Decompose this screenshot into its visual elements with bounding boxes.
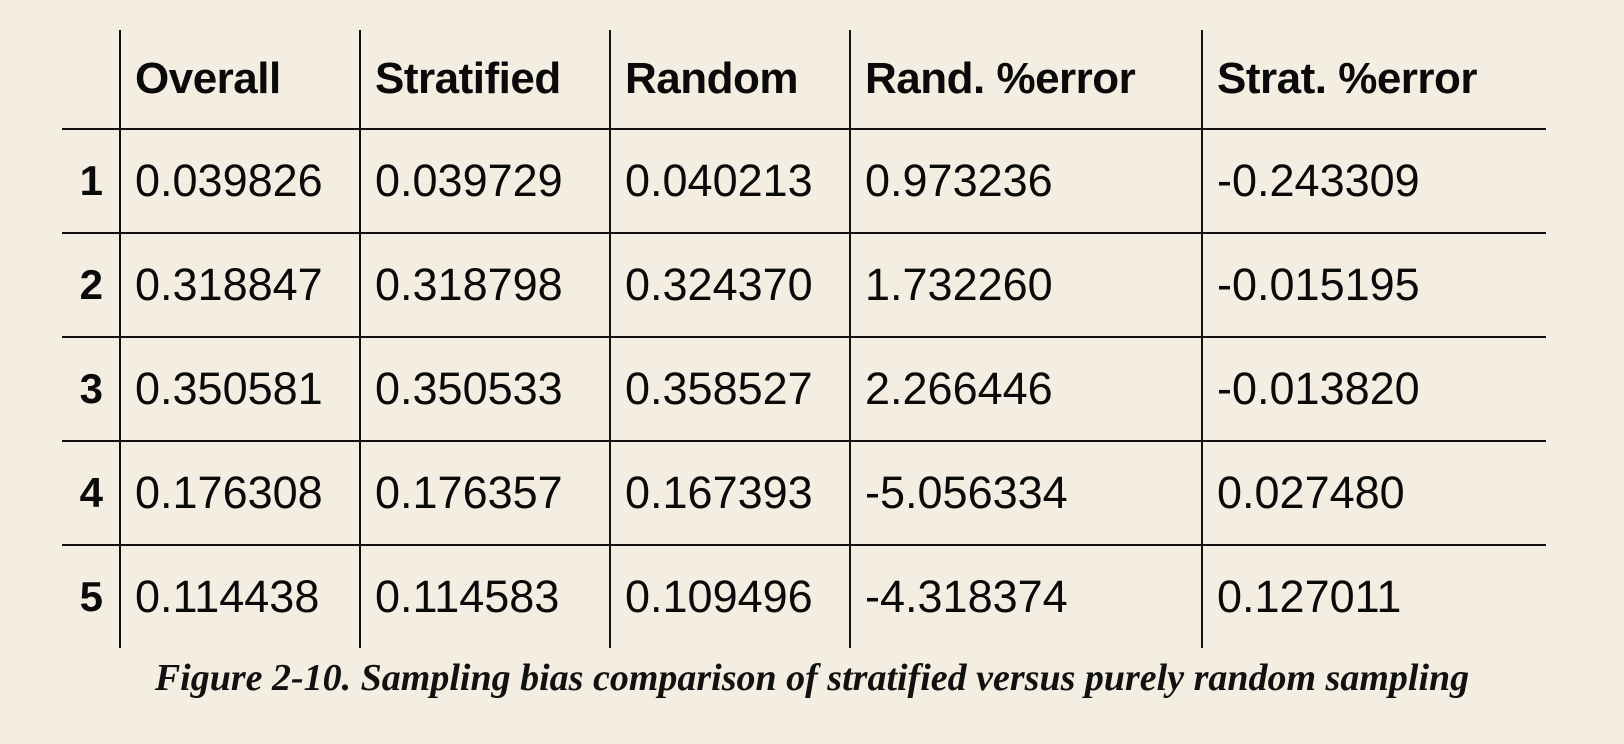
cell-overall: 0.318847	[120, 233, 361, 338]
row-index: 2	[62, 233, 121, 338]
cell-stratified: 0.350533	[360, 337, 611, 442]
cell-rand-error: 0.973236	[850, 129, 1203, 234]
cell-random: 0.324370	[610, 233, 851, 338]
cell-rand-error: -4.318374	[850, 545, 1203, 648]
header-rand-error: Rand. %error	[850, 30, 1203, 130]
cell-stratified: 0.114583	[360, 545, 611, 648]
row-index: 3	[62, 337, 121, 442]
header-overall: Overall	[120, 30, 361, 130]
table-row: 5 0.114438 0.114583 0.109496 -4.318374 0…	[62, 545, 1546, 648]
header-strat-error: Strat. %error	[1202, 30, 1546, 130]
table-row: 4 0.176308 0.176357 0.167393 -5.056334 0…	[62, 441, 1546, 546]
row-index: 1	[62, 129, 121, 234]
cell-overall: 0.350581	[120, 337, 361, 442]
header-random: Random	[610, 30, 851, 130]
cell-overall: 0.114438	[120, 545, 361, 648]
cell-stratified: 0.318798	[360, 233, 611, 338]
cell-random: 0.040213	[610, 129, 851, 234]
header-stratified: Stratified	[360, 30, 611, 130]
cell-random: 0.109496	[610, 545, 851, 648]
cell-strat-error: 0.127011	[1217, 571, 1402, 622]
cell-overall: 0.039826	[120, 129, 361, 234]
sampling-bias-table: Overall Stratified Random Rand. %error S…	[62, 30, 1546, 648]
cell-rand-error: 1.732260	[850, 233, 1203, 338]
table-row: 1 0.039826 0.039729 0.040213 0.973236 -0…	[62, 129, 1546, 234]
cell-random: 0.358527	[610, 337, 851, 442]
table-row: 3 0.350581 0.350533 0.358527 2.266446 -0…	[62, 337, 1546, 442]
cell-stratified: 0.039729	[360, 129, 611, 234]
cell-stratified: 0.176357	[360, 441, 611, 546]
header-index-cell	[62, 30, 121, 130]
cell-rand-error: 2.266446	[850, 337, 1203, 442]
cell-strat-error: -0.015195	[1202, 233, 1546, 338]
cell-overall: 0.176308	[120, 441, 361, 546]
row-index: 5	[62, 545, 121, 648]
figure-caption: Figure 2-10. Sampling bias comparison of…	[154, 657, 1470, 699]
table-row: 2 0.318847 0.318798 0.324370 1.732260 -0…	[62, 233, 1546, 338]
cell-rand-error: -5.056334	[850, 441, 1203, 546]
cell-random: 0.167393	[610, 441, 851, 546]
table-header-row: Overall Stratified Random Rand. %error S…	[62, 30, 1546, 130]
cell-strat-error: -0.243309	[1202, 129, 1546, 234]
row-index: 4	[62, 441, 121, 546]
cell-strat-error: 0.027480	[1202, 441, 1546, 546]
cell-strat-error: -0.013820	[1202, 337, 1546, 442]
